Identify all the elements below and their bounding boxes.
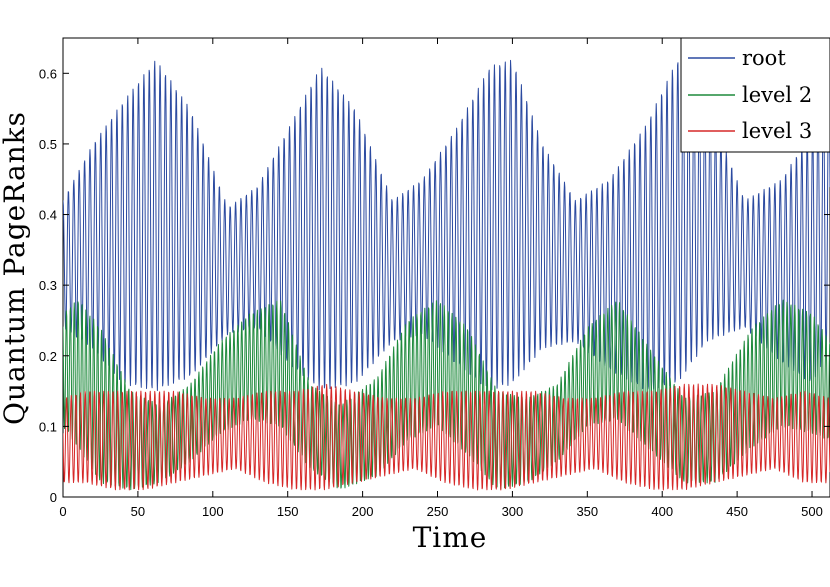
legend: root level 2 level 3 <box>680 37 830 153</box>
legend-item-level-3: level 3 <box>688 119 812 143</box>
series-line-level-3 <box>63 383 830 491</box>
legend-label: root <box>742 46 786 70</box>
y-tick-label: 0 <box>50 490 57 505</box>
y-axis-title: Quantum PageRanks <box>0 111 31 425</box>
series-line-root <box>63 59 830 391</box>
legend-item-root: root <box>688 46 786 70</box>
x-tick-label: 400 <box>651 504 673 519</box>
y-tick-label: 0.2 <box>39 349 57 364</box>
y-tick-label: 0.1 <box>39 419 57 434</box>
x-tick-label: 200 <box>352 504 374 519</box>
legend-label: level 2 <box>742 83 812 107</box>
x-tick-label: 0 <box>59 504 66 519</box>
x-tick-label: 300 <box>502 504 524 519</box>
legend-label: level 3 <box>742 119 812 143</box>
x-tick-label: 50 <box>131 504 145 519</box>
y-tick-label: 0.3 <box>39 278 57 293</box>
y-axis-ticks: 0 0.1 0.2 0.3 0.4 0.5 0.6 <box>39 66 830 505</box>
x-tick-label: 150 <box>277 504 299 519</box>
series-layer <box>63 59 830 491</box>
x-axis-ticks: 0 50 100 150 200 250 300 350 400 450 500 <box>59 38 823 519</box>
x-axis-title: Time <box>413 521 488 554</box>
y-tick-label: 0.4 <box>39 208 57 223</box>
y-tick-label: 0.5 <box>39 137 57 152</box>
x-tick-label: 500 <box>801 504 823 519</box>
x-tick-label: 450 <box>726 504 748 519</box>
x-tick-label: 100 <box>202 504 224 519</box>
x-tick-label: 250 <box>427 504 449 519</box>
y-tick-label: 0.6 <box>39 66 57 81</box>
legend-item-level-2: level 2 <box>688 83 812 107</box>
x-tick-label: 350 <box>576 504 598 519</box>
